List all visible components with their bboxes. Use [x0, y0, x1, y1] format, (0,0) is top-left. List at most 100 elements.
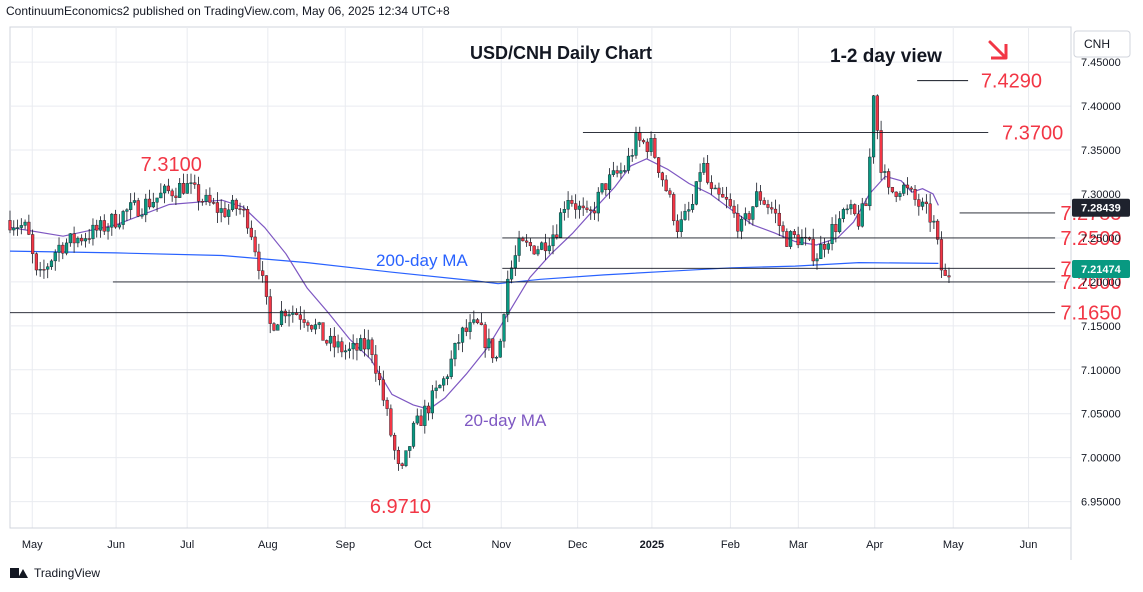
- candle: [34, 252, 38, 276]
- candle: [679, 211, 683, 237]
- candle-body: [615, 170, 619, 174]
- candle-body: [653, 137, 657, 158]
- candle: [249, 220, 253, 241]
- candle: [871, 95, 876, 164]
- candle-body: [310, 325, 314, 330]
- candle-body: [178, 183, 182, 198]
- candle-body: [675, 220, 680, 232]
- x-tick-label: Oct: [414, 539, 431, 551]
- candle-body: [645, 141, 649, 152]
- candle: [174, 187, 178, 206]
- candle: [687, 201, 691, 221]
- candle: [430, 384, 434, 420]
- candle-body: [102, 220, 106, 232]
- candle-body: [623, 170, 627, 172]
- candle-body: [660, 172, 664, 181]
- candle: [442, 376, 446, 392]
- arrow-shaft: [988, 40, 1007, 59]
- candle-body: [596, 191, 600, 214]
- y-tick-label: 7.05000: [1081, 409, 1121, 421]
- candle: [166, 178, 170, 194]
- candle: [856, 205, 861, 230]
- candle: [739, 215, 744, 240]
- candle: [702, 157, 706, 175]
- candle-body: [419, 415, 423, 426]
- candle: [796, 226, 800, 249]
- symbol-box: [1073, 30, 1131, 58]
- candle-body: [525, 240, 529, 243]
- candle-body: [883, 171, 887, 173]
- candle-body: [732, 205, 736, 214]
- candle-body: [445, 376, 450, 379]
- candle: [53, 249, 57, 271]
- candle-body: [242, 208, 246, 211]
- candle: [506, 270, 510, 323]
- candle-body: [57, 244, 61, 253]
- candle-body: [491, 338, 495, 359]
- candle: [755, 182, 759, 208]
- candle: [630, 148, 634, 162]
- candle: [592, 201, 597, 220]
- candle-body: [83, 238, 88, 242]
- candle: [257, 243, 261, 280]
- candle: [264, 275, 269, 305]
- candle-body: [53, 252, 57, 262]
- tradingview-logo-icon: [10, 567, 28, 579]
- candle-body: [502, 314, 506, 342]
- candle-body: [449, 358, 453, 377]
- candle-body: [585, 207, 589, 210]
- candle-body: [920, 201, 925, 207]
- candle: [189, 173, 193, 194]
- candle: [200, 198, 204, 206]
- candle: [479, 312, 483, 326]
- candle: [555, 224, 559, 240]
- candle: [83, 232, 88, 248]
- candle: [822, 237, 827, 258]
- candle: [690, 194, 695, 213]
- candle: [268, 288, 272, 334]
- candle-body: [223, 208, 227, 217]
- candle: [419, 409, 423, 426]
- candle: [626, 147, 631, 174]
- candle-body: [902, 184, 906, 194]
- candle-body: [362, 338, 367, 350]
- candle-body: [95, 224, 99, 231]
- candle: [136, 197, 140, 218]
- candle: [845, 204, 849, 215]
- candle-body: [313, 324, 318, 330]
- candle-body: [408, 446, 412, 451]
- x-tick-label: Sep: [335, 539, 355, 551]
- candle: [19, 218, 23, 235]
- candle-body: [15, 227, 20, 229]
- candle: [193, 174, 197, 189]
- candle: [355, 338, 359, 361]
- peak-label: 7.3100: [141, 154, 202, 176]
- candle-body: [913, 189, 917, 200]
- candle-body: [144, 198, 148, 216]
- candle: [913, 185, 917, 206]
- candle: [72, 226, 76, 253]
- candle-body: [423, 405, 427, 426]
- candle: [502, 313, 506, 348]
- x-tick-label: Jun: [1020, 539, 1038, 551]
- x-tick-label: Jul: [180, 539, 194, 551]
- candle: [298, 306, 302, 330]
- candle-body: [426, 405, 431, 414]
- candle: [129, 193, 133, 220]
- candle-body: [770, 207, 774, 210]
- candle-body: [200, 201, 204, 203]
- ma20-path: [9, 158, 939, 410]
- candle-body: [690, 204, 695, 210]
- ma200-label: 200-day MA: [376, 251, 468, 270]
- candle: [408, 446, 412, 458]
- candle-body: [8, 220, 12, 231]
- candle-body: [856, 213, 861, 227]
- candle-body: [234, 199, 238, 209]
- candle: [623, 165, 627, 174]
- candle-body: [932, 220, 936, 223]
- candle-body: [189, 182, 193, 184]
- candle: [898, 191, 902, 201]
- candle: [238, 202, 242, 215]
- candle: [577, 200, 582, 219]
